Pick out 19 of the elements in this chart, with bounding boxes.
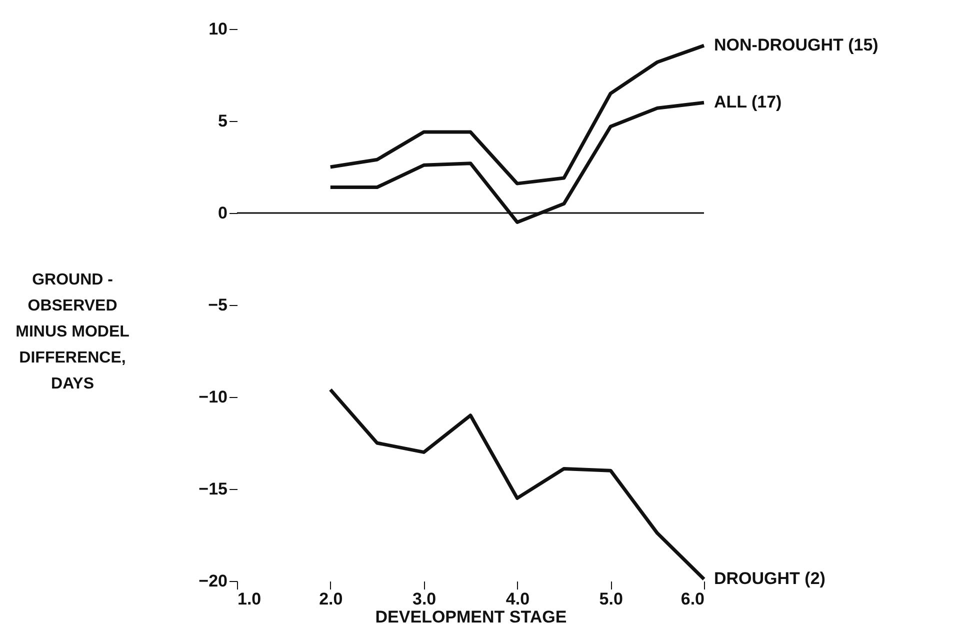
series-label: NON-DROUGHT (15) [714, 36, 878, 55]
x-axis-title: DEVELOPMENT STAGE [375, 608, 567, 626]
line-series [328, 44, 706, 186]
y-tick-label: −15 [198, 480, 228, 498]
y-tick-label: −5 [208, 296, 228, 314]
x-tick-label: 1.0 [238, 590, 262, 608]
y-tick-label: −10 [198, 388, 228, 406]
x-tick-label: 6.0 [680, 590, 704, 608]
x-tick-label: 2.0 [319, 590, 343, 608]
legend-label: DROUGHT (2) [714, 569, 826, 588]
x-tick-label: 4.0 [506, 590, 530, 608]
y-axis-title: GROUND - OBSERVED MINUS MODEL DIFFERENCE, DAYS [16, 272, 130, 392]
y-tick-label: −20 [198, 572, 228, 590]
x-tick-label: 3.0 [412, 590, 436, 608]
y-tick-label: 0 [218, 204, 228, 222]
series-label: ALL (17) [714, 92, 782, 112]
y-tick-label: 5 [218, 112, 228, 130]
y-tick-label: 10 [208, 20, 228, 38]
x-tick-label: 5.0 [599, 590, 623, 608]
